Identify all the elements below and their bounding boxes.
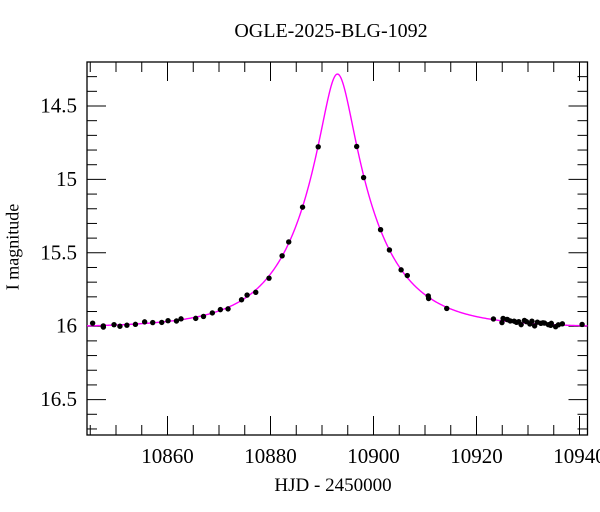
svg-text:10880: 10880 <box>244 444 297 468</box>
svg-text:14.5: 14.5 <box>40 94 77 118</box>
svg-text:10860: 10860 <box>141 444 194 468</box>
svg-text:10900: 10900 <box>347 444 400 468</box>
svg-text:10940: 10940 <box>553 444 600 468</box>
svg-text:16.5: 16.5 <box>40 387 77 411</box>
svg-text:15.5: 15.5 <box>40 240 77 264</box>
svg-text:I magnitude: I magnitude <box>3 204 23 290</box>
svg-text:OGLE-2025-BLG-1092: OGLE-2025-BLG-1092 <box>234 20 427 42</box>
svg-text:16: 16 <box>56 314 77 338</box>
svg-text:HJD - 2450000: HJD - 2450000 <box>274 475 391 496</box>
svg-text:15: 15 <box>56 167 77 191</box>
svg-text:10920: 10920 <box>450 444 503 468</box>
